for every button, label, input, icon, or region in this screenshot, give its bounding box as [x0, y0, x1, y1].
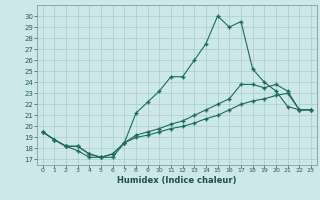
X-axis label: Humidex (Indice chaleur): Humidex (Indice chaleur): [117, 176, 236, 185]
